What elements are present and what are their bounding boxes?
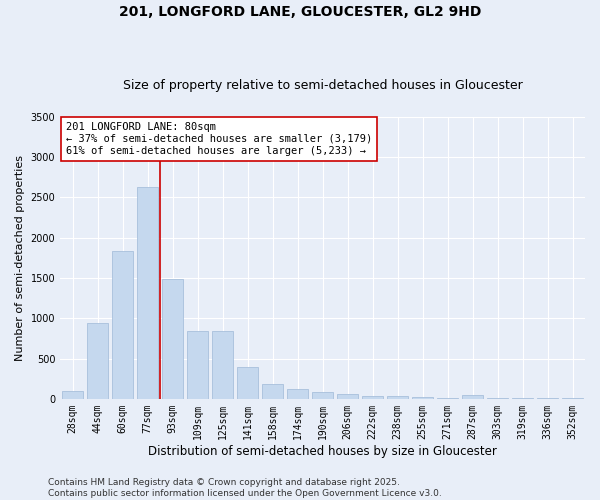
- Bar: [412, 397, 433, 399]
- Bar: [462, 395, 483, 399]
- Bar: [237, 368, 258, 399]
- Bar: [162, 279, 183, 399]
- Bar: [437, 398, 458, 399]
- Title: Size of property relative to semi-detached houses in Gloucester: Size of property relative to semi-detach…: [123, 79, 523, 92]
- Text: 201 LONGFORD LANE: 80sqm
← 37% of semi-detached houses are smaller (3,179)
61% o: 201 LONGFORD LANE: 80sqm ← 37% of semi-d…: [66, 122, 372, 156]
- Bar: [387, 396, 408, 399]
- Bar: [262, 384, 283, 399]
- Bar: [362, 396, 383, 399]
- Bar: [287, 389, 308, 399]
- Text: 201, LONGFORD LANE, GLOUCESTER, GL2 9HD: 201, LONGFORD LANE, GLOUCESTER, GL2 9HD: [119, 5, 481, 19]
- Bar: [112, 252, 133, 399]
- Bar: [212, 331, 233, 399]
- Bar: [62, 391, 83, 399]
- Bar: [487, 398, 508, 399]
- Bar: [312, 392, 333, 399]
- Y-axis label: Number of semi-detached properties: Number of semi-detached properties: [15, 155, 25, 361]
- Bar: [87, 323, 108, 399]
- Text: Contains HM Land Registry data © Crown copyright and database right 2025.
Contai: Contains HM Land Registry data © Crown c…: [48, 478, 442, 498]
- X-axis label: Distribution of semi-detached houses by size in Gloucester: Distribution of semi-detached houses by …: [148, 444, 497, 458]
- Bar: [337, 394, 358, 399]
- Bar: [137, 187, 158, 399]
- Bar: [187, 331, 208, 399]
